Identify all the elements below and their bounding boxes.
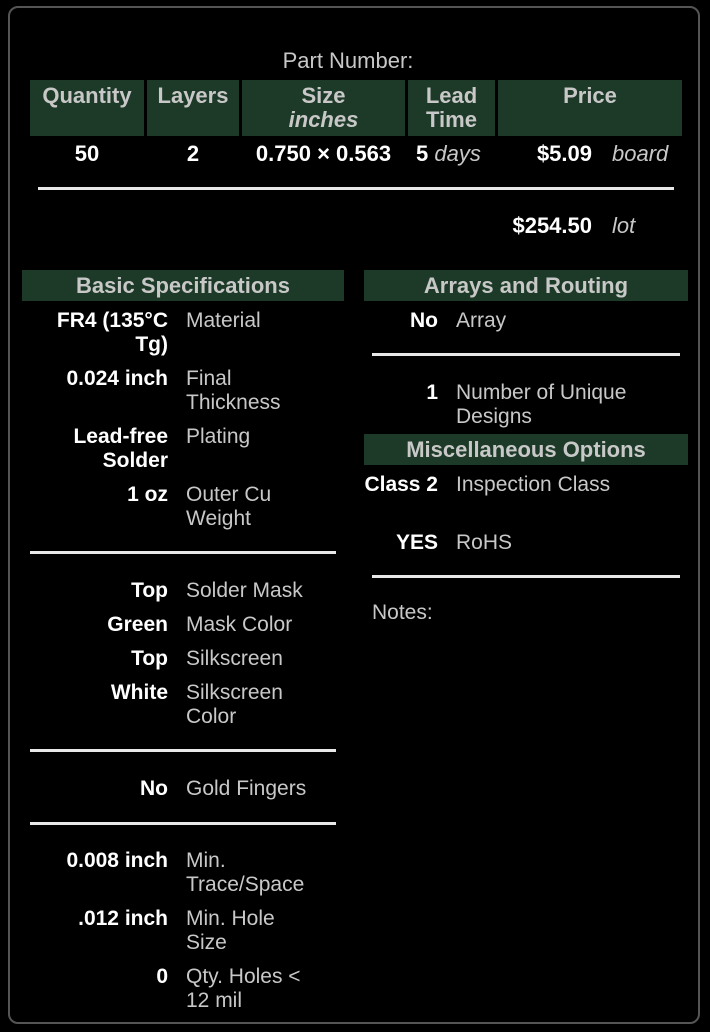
- mask-color-value: Green: [107, 613, 168, 636]
- silkscreen-color-label: Silkscreen Color: [186, 681, 283, 728]
- min-trace-value: 0.008 inch: [66, 849, 168, 872]
- divider: [38, 187, 674, 190]
- divider: [372, 575, 680, 578]
- size-header: Size inches: [242, 80, 405, 136]
- price-board-value: $5.09: [536, 141, 592, 166]
- gold-fingers-value: No: [140, 777, 168, 800]
- thickness-label: Final Thickness: [186, 367, 281, 414]
- misc-options-title: Miscellaneous Options: [364, 434, 688, 465]
- size-value: 0.750 × 0.563: [255, 141, 392, 166]
- holes-under-12mil-value: 0: [156, 965, 168, 988]
- min-hole-label: Min. Hole Size: [186, 907, 275, 954]
- price-lot-unit: lot: [612, 213, 636, 238]
- silkscreen-value: Top: [131, 647, 168, 670]
- quote-panel: [8, 6, 700, 1024]
- silkscreen-color-value: White: [110, 681, 168, 704]
- holes-under-12mil-label: Qty. Holes < 12 mil: [186, 965, 301, 1012]
- lead-time-header: Lead Time: [408, 80, 495, 136]
- divider: [30, 551, 336, 554]
- unique-designs-value: 1: [426, 381, 438, 404]
- rohs-label: RoHS: [456, 531, 513, 554]
- quantity-value: 50: [74, 141, 100, 166]
- solder-mask-value: Top: [131, 579, 168, 602]
- min-trace-label: Min. Trace/Space: [186, 849, 305, 896]
- part-number-label: Part Number:: [282, 48, 414, 73]
- silkscreen-label: Silkscreen: [186, 647, 283, 670]
- divider: [372, 353, 680, 356]
- outer-cu-label: Outer Cu Weight: [186, 483, 272, 530]
- plating-label: Plating: [186, 425, 251, 448]
- thickness-value: 0.024 inch: [66, 367, 168, 390]
- rohs-value: YES: [395, 531, 438, 554]
- price-header: Price: [498, 80, 682, 136]
- divider: [30, 822, 336, 825]
- array-value: No: [410, 309, 438, 332]
- solder-mask-label: Solder Mask: [186, 579, 303, 602]
- basic-specs-title: Basic Specifications: [22, 270, 344, 301]
- inspection-class-value: Class 2: [364, 473, 438, 496]
- price-lot-value: $254.50: [512, 213, 592, 238]
- notes-label: Notes:: [372, 601, 433, 624]
- mask-color-label: Mask Color: [186, 613, 293, 636]
- divider: [30, 749, 336, 752]
- outer-cu-value: 1 oz: [127, 483, 168, 506]
- lead-time-value: 5 days: [416, 141, 481, 166]
- material-value: FR4 (135°C Tg): [56, 309, 168, 356]
- unique-designs-label: Number of Unique Designs: [456, 381, 627, 428]
- inspection-class-label: Inspection Class: [456, 473, 611, 496]
- array-label: Array: [456, 309, 507, 332]
- arrays-routing-title: Arrays and Routing: [364, 270, 688, 301]
- material-label: Material: [186, 309, 261, 332]
- gold-fingers-label: Gold Fingers: [186, 777, 307, 800]
- min-hole-value: .012 inch: [78, 907, 168, 930]
- price-board-unit: board: [612, 141, 669, 166]
- layers-header: Layers: [147, 80, 239, 136]
- plating-value: Lead-free Solder: [73, 425, 168, 472]
- quantity-header: Quantity: [30, 80, 144, 136]
- layers-value: 2: [186, 141, 200, 166]
